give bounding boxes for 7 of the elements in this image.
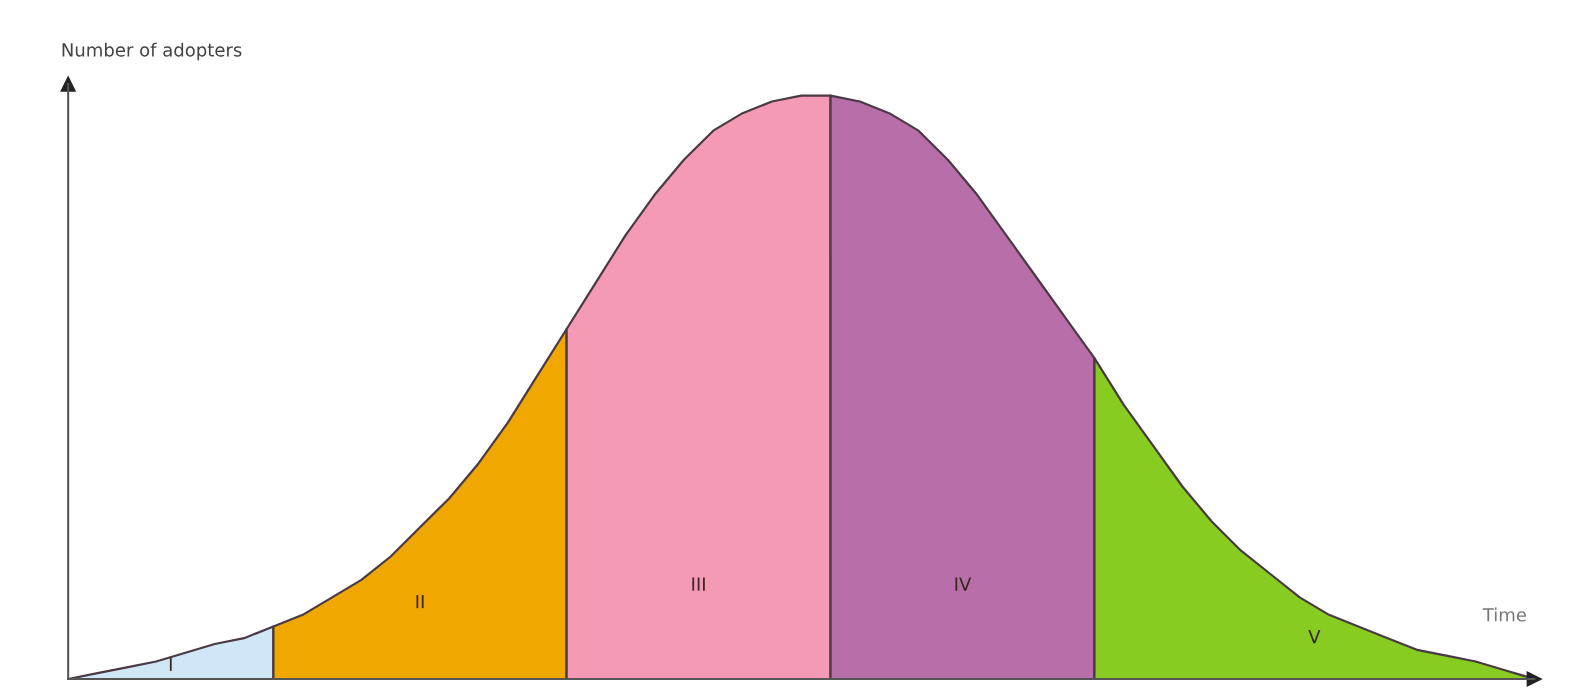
y-axis-title: Number of adopters — [62, 42, 242, 61]
series-label: IV — [955, 577, 972, 591]
series-label: V — [1308, 629, 1321, 644]
x-axis-title: Time — [1482, 607, 1526, 622]
series-label: II — [416, 594, 424, 609]
series-label: I — [169, 657, 172, 671]
series-label: III — [692, 577, 705, 591]
